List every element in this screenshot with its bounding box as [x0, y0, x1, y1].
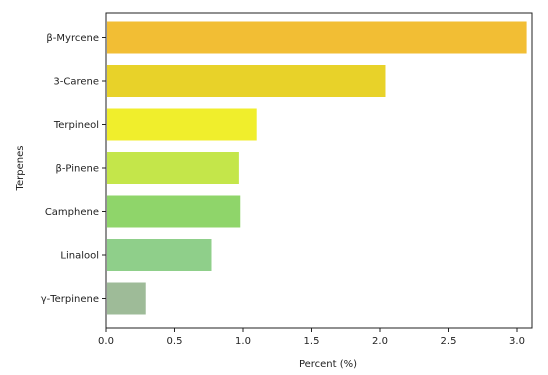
x-axis-label: Percent (%): [299, 359, 357, 370]
bar-1: [107, 65, 386, 97]
plot-frame: [105, 12, 533, 329]
x-axis: 0.0 0.5 1.0 1.5 2.0 2.5 3.0: [98, 328, 525, 347]
x-tick-label-6: 3.0: [509, 336, 525, 347]
bar-6: [107, 282, 146, 315]
y-axis: β-Myrcene 3-Carene Terpineol β-Pinene Camphe…: [41, 33, 106, 305]
y-tick-label-0: β-Myrcene: [46, 33, 99, 44]
bar-2: [107, 108, 257, 141]
x-tick-label-5: 2.5: [441, 336, 457, 347]
y-tick-label-2: Terpineol: [53, 120, 99, 131]
y-tick-label-1: 3-Carene: [53, 77, 99, 88]
bar-5: [107, 239, 212, 271]
bars-layer: [107, 21, 527, 315]
bar-0: [107, 21, 527, 54]
bar-4: [107, 195, 241, 228]
x-tick-label-0: 0.0: [98, 336, 114, 347]
y-tick-label-3: β-Pinene: [55, 164, 99, 175]
bar-3: [107, 152, 239, 184]
x-tick-label-2: 1.0: [235, 336, 251, 347]
x-tick-label-4: 2.0: [372, 336, 388, 347]
x-tick-label-3: 1.5: [304, 336, 320, 347]
x-tick-label-1: 0.5: [167, 336, 183, 347]
y-axis-label: Terpenes: [15, 146, 26, 192]
plot-area: [105, 12, 533, 329]
y-tick-label-6: γ-Terpinene: [41, 294, 99, 305]
y-tick-label-4: Camphene: [45, 207, 99, 218]
y-tick-label-5: Linalool: [60, 251, 99, 262]
